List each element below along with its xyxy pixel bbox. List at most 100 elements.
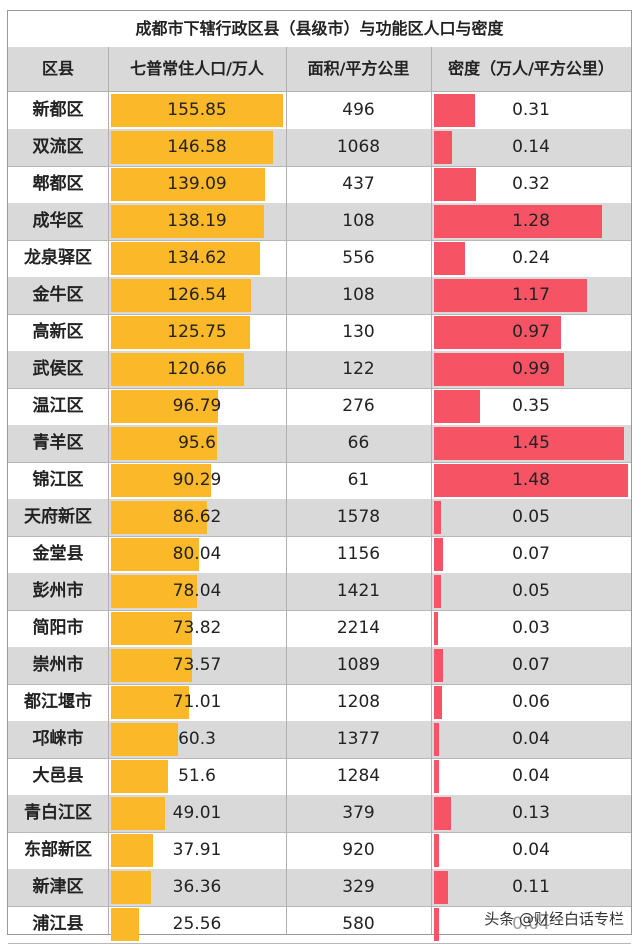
density-bar — [434, 834, 440, 867]
density-value: 1.17 — [512, 285, 550, 305]
column-divider — [108, 47, 109, 934]
area-value: 1089 — [336, 655, 381, 675]
column-divider — [286, 47, 287, 934]
density-bar — [434, 501, 441, 534]
population-bar — [111, 723, 178, 756]
density-bar — [434, 723, 440, 756]
density-bar — [434, 464, 628, 497]
density-value: 0.14 — [512, 137, 550, 157]
density-bar — [434, 871, 449, 904]
population-value: 80.04 — [172, 544, 222, 564]
population-value: 125.75 — [167, 322, 227, 342]
watermark: 头条 @财经白话专栏 — [482, 908, 626, 929]
density-value: 0.03 — [512, 618, 550, 638]
density-value: 0.32 — [512, 174, 550, 194]
density-bar — [434, 168, 476, 201]
density-bar — [434, 427, 625, 460]
area-value: 379 — [342, 803, 375, 823]
area-value: 920 — [342, 840, 375, 860]
population-bar — [111, 797, 166, 830]
population-bar — [111, 242, 260, 275]
area-value: 130 — [342, 322, 375, 342]
district-name: 东部新区 — [24, 840, 92, 860]
data-table: 成都市下辖行政区县（县级市）与功能区人口与密度 区县 七普常住人口/万人 面积/… — [7, 10, 632, 944]
table-row: 崇州市 73.57 1089 0.07 — [8, 647, 631, 685]
district-name: 都江堰市 — [24, 692, 92, 712]
district-name: 崇州市 — [32, 655, 84, 675]
table-row: 都江堰市 71.01 1208 0.06 — [8, 684, 631, 722]
column-divider — [431, 47, 432, 934]
density-bar — [434, 908, 440, 941]
table-row: 新津区 36.36 329 0.11 — [8, 869, 631, 907]
area-value: 329 — [342, 877, 375, 897]
population-bar — [111, 205, 264, 238]
density-bar — [434, 242, 466, 275]
density-value: 0.04 — [512, 840, 550, 860]
district-name: 邛崃市 — [32, 729, 84, 749]
area-value: 66 — [347, 433, 370, 453]
density-bar — [434, 760, 440, 793]
population-bar — [111, 390, 218, 423]
population-bar — [111, 131, 273, 164]
density-value: 0.06 — [512, 692, 550, 712]
table-row: 大邑县 51.6 1284 0.04 — [8, 758, 631, 796]
population-value: 96.79 — [172, 396, 222, 416]
district-name: 青白江区 — [24, 803, 92, 823]
population-value: 37.91 — [172, 840, 222, 860]
area-value: 108 — [342, 211, 375, 231]
area-value: 108 — [342, 285, 375, 305]
density-value: 0.11 — [512, 877, 550, 897]
density-value: 1.28 — [512, 211, 550, 231]
density-value: 0.05 — [512, 581, 550, 601]
table-row: 郫都区 139.09 437 0.32 — [8, 166, 631, 204]
area-value: 1421 — [336, 581, 381, 601]
table-row: 东部新区 37.91 920 0.04 — [8, 832, 631, 870]
population-value: 60.3 — [178, 729, 216, 749]
population-value: 71.01 — [172, 692, 222, 712]
area-value: 122 — [342, 359, 375, 379]
population-bar — [111, 279, 251, 312]
area-value: 2214 — [336, 618, 381, 638]
table-title: 成都市下辖行政区县（县级市）与功能区人口与密度 — [8, 11, 631, 48]
table-row: 龙泉驿区 134.62 556 0.24 — [8, 240, 631, 278]
district-name: 金堂县 — [32, 544, 84, 564]
population-bar — [111, 686, 190, 719]
district-name: 浦江县 — [32, 914, 84, 934]
district-name: 郫都区 — [32, 174, 84, 194]
population-value: 86.62 — [172, 507, 222, 527]
table-row: 金堂县 80.04 1156 0.07 — [8, 536, 631, 574]
population-value: 73.82 — [172, 618, 222, 638]
area-value: 1578 — [336, 507, 381, 527]
density-bar — [434, 797, 452, 830]
district-name: 青羊区 — [32, 433, 84, 453]
district-name: 高新区 — [32, 322, 84, 342]
population-value: 138.19 — [167, 211, 227, 231]
district-name: 温江区 — [32, 396, 84, 416]
area-value: 496 — [342, 100, 375, 120]
population-bar — [111, 316, 250, 349]
district-name: 武侯区 — [32, 359, 84, 379]
population-bar — [111, 760, 168, 793]
population-value: 146.58 — [167, 137, 227, 157]
population-bar — [111, 649, 193, 682]
table-row: 双流区 146.58 1068 0.14 — [8, 129, 631, 167]
table-row: 邛崃市 60.3 1377 0.04 — [8, 721, 631, 759]
density-value: 0.05 — [512, 507, 550, 527]
density-value: 0.07 — [512, 544, 550, 564]
density-value: 1.45 — [512, 433, 550, 453]
area-value: 580 — [342, 914, 375, 934]
population-bar — [111, 353, 245, 386]
population-value: 25.56 — [172, 914, 222, 934]
table-row: 青白江区 49.01 379 0.13 — [8, 795, 631, 833]
population-bar — [111, 427, 217, 460]
table-row: 武侯区 120.66 122 0.99 — [8, 351, 631, 389]
table-row: 金牛区 126.54 108 1.17 — [8, 277, 631, 315]
area-value: 1156 — [336, 544, 381, 564]
area-value: 276 — [342, 396, 375, 416]
density-bar — [434, 205, 602, 238]
table-row: 彭州市 78.04 1421 0.05 — [8, 573, 631, 611]
population-value: 155.85 — [167, 100, 227, 120]
population-value: 73.57 — [172, 655, 222, 675]
table-row: 成华区 138.19 108 1.28 — [8, 203, 631, 241]
area-value: 1068 — [336, 137, 381, 157]
